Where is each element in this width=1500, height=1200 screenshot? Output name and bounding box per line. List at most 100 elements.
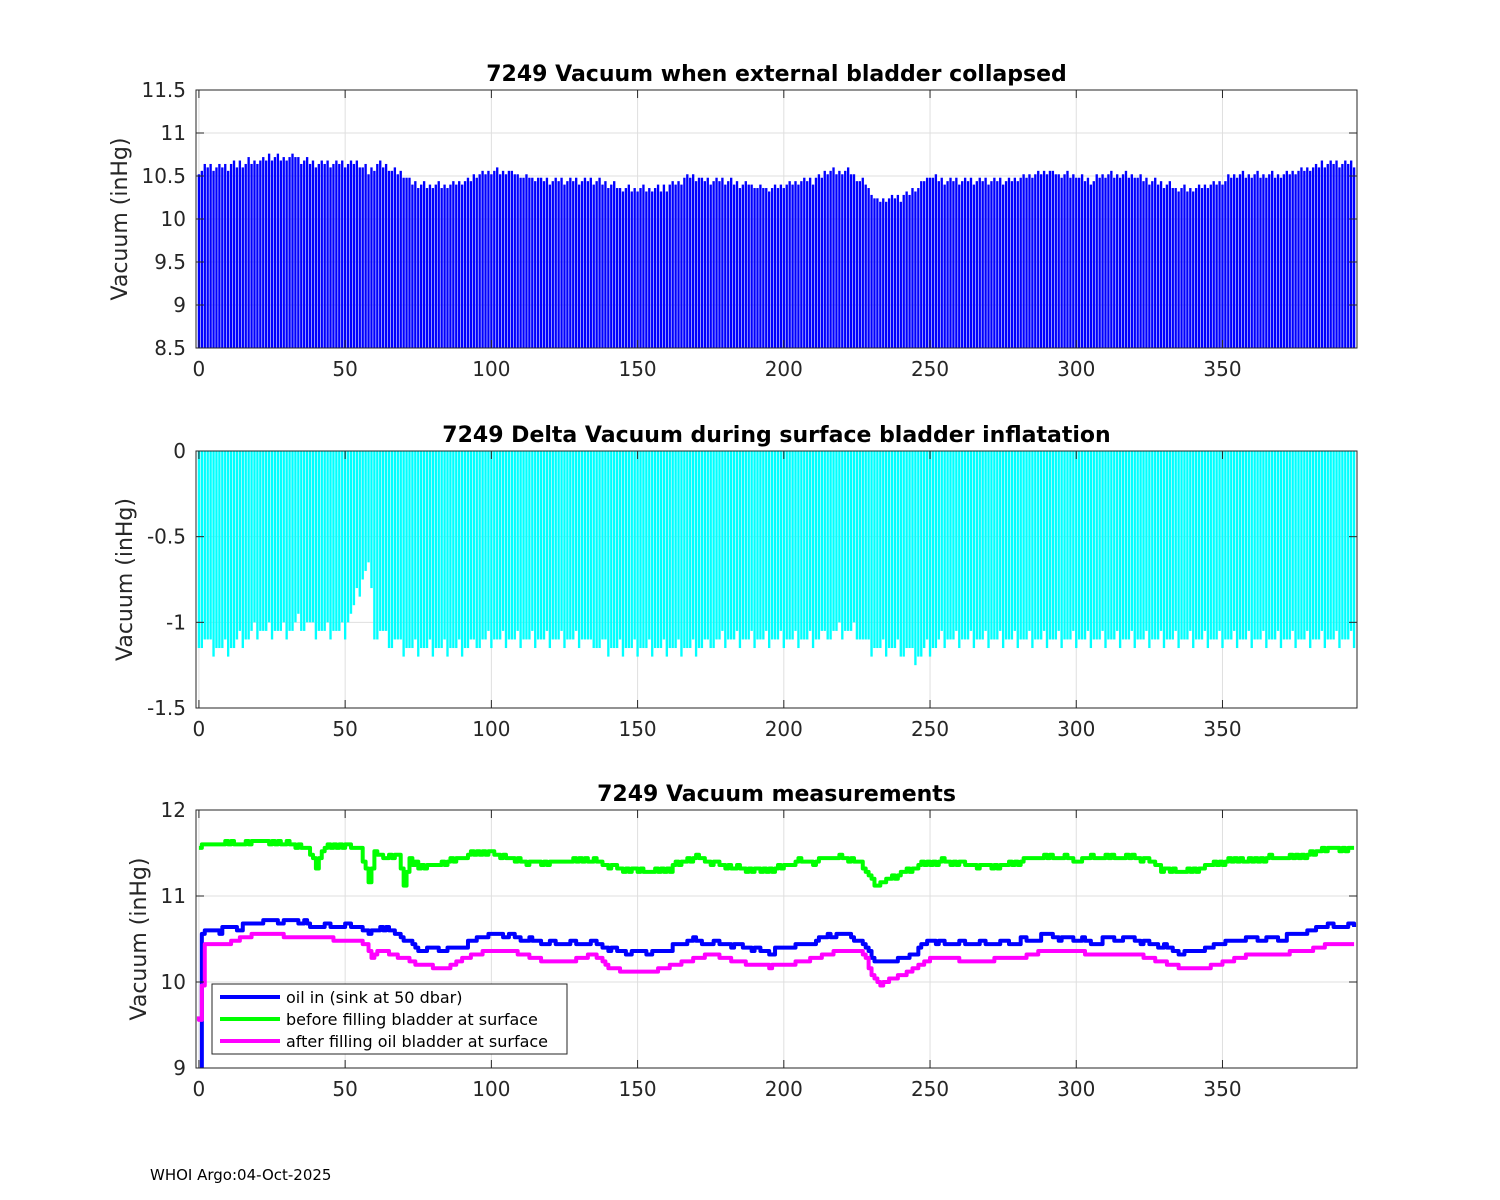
bar-32 xyxy=(291,451,294,631)
y-tick-label: 11.5 xyxy=(141,78,186,102)
bar-156 xyxy=(653,451,657,649)
bar-83 xyxy=(440,188,443,348)
bar-40 xyxy=(314,167,318,348)
bar-338 xyxy=(1186,191,1189,348)
bar-337 xyxy=(1183,184,1186,348)
bar-371 xyxy=(1282,451,1286,640)
bar-78 xyxy=(425,188,429,348)
bar-346 xyxy=(1209,184,1212,348)
bar-374 xyxy=(1291,170,1294,348)
bar-165 xyxy=(680,184,683,348)
bar-6 xyxy=(215,167,218,348)
x-tick-label: 150 xyxy=(618,717,656,741)
bar-50 xyxy=(343,167,347,348)
bar-386 xyxy=(1326,451,1329,640)
bar-377 xyxy=(1300,451,1303,640)
bar-6 xyxy=(215,451,218,649)
bar-17 xyxy=(247,157,250,348)
bar-308 xyxy=(1098,451,1101,640)
bar-117 xyxy=(539,177,543,348)
bar-61 xyxy=(376,451,379,640)
bar-166 xyxy=(683,451,686,649)
bar-194 xyxy=(765,451,768,631)
bar-335 xyxy=(1177,451,1180,649)
bar-139 xyxy=(604,451,607,640)
bar-191 xyxy=(756,188,759,348)
bar-117 xyxy=(539,451,543,640)
legend-label-2: before filling bladder at surface xyxy=(286,1010,538,1029)
bar-33 xyxy=(294,157,297,348)
bar-328 xyxy=(1156,451,1160,640)
bar-246 xyxy=(917,188,920,348)
bar-153 xyxy=(645,191,648,348)
bar-140 xyxy=(607,188,610,348)
bar-30 xyxy=(285,160,288,348)
bar-225 xyxy=(855,181,859,348)
bar-191 xyxy=(756,451,759,640)
y-tick-label: -0.5 xyxy=(147,525,186,549)
bar-368 xyxy=(1273,177,1277,348)
bar-39 xyxy=(311,451,315,623)
bar-220 xyxy=(841,451,844,640)
bar-228 xyxy=(864,184,867,348)
bar-353 xyxy=(1230,451,1233,640)
bar-314 xyxy=(1116,451,1119,631)
bar-189 xyxy=(750,184,753,348)
bar-330 xyxy=(1162,451,1166,649)
bar-213 xyxy=(820,451,823,631)
x-tick-label: 200 xyxy=(765,357,803,381)
bar-145 xyxy=(621,191,625,348)
bar-25 xyxy=(270,451,274,640)
bar-224 xyxy=(852,174,856,348)
bar-188 xyxy=(747,451,750,640)
bar-376 xyxy=(1297,451,1300,640)
bar-125 xyxy=(563,451,566,649)
bar-380 xyxy=(1309,170,1312,348)
bar-350 xyxy=(1221,184,1224,348)
bar-261 xyxy=(961,181,964,348)
bar-345 xyxy=(1206,451,1210,649)
bar-257 xyxy=(949,451,952,640)
x-tick-label: 300 xyxy=(1057,357,1095,381)
bar-104 xyxy=(501,170,505,348)
bar-275 xyxy=(1001,451,1005,649)
bar-16 xyxy=(244,163,247,348)
x-tick-label: 200 xyxy=(765,1077,803,1101)
bar-51 xyxy=(346,163,350,348)
bar-24 xyxy=(267,451,271,623)
y-tick-label: 9 xyxy=(173,1056,186,1080)
axes-box xyxy=(195,450,1358,709)
bar-34 xyxy=(297,157,300,348)
bar-92 xyxy=(466,451,470,649)
bar-168 xyxy=(689,177,692,348)
bar-187 xyxy=(744,451,747,640)
bar-91 xyxy=(463,181,467,348)
bar-10 xyxy=(226,170,230,348)
x-tick-label: 50 xyxy=(332,357,357,381)
bar-318 xyxy=(1127,451,1131,640)
bar-93 xyxy=(469,451,473,640)
bar-221 xyxy=(844,170,847,348)
bar-232 xyxy=(876,198,879,348)
bar-178 xyxy=(718,451,721,640)
bar-315 xyxy=(1118,177,1122,348)
bar-147 xyxy=(627,451,630,649)
bar-101 xyxy=(493,170,496,348)
bar-148 xyxy=(630,191,633,348)
bar-246 xyxy=(917,451,920,657)
bar-224 xyxy=(852,451,856,623)
bar-248 xyxy=(923,451,926,649)
x-tick-label: 300 xyxy=(1057,1077,1095,1101)
bar-59 xyxy=(370,167,373,348)
bar-97 xyxy=(481,451,484,640)
bar-0 xyxy=(197,451,201,649)
bar-195 xyxy=(768,191,771,348)
bar-288 xyxy=(1039,174,1043,348)
bar-358 xyxy=(1244,451,1248,640)
bar-365 xyxy=(1265,177,1268,348)
bar-389 xyxy=(1335,451,1338,631)
bar-162 xyxy=(671,181,674,348)
bar-277 xyxy=(1007,177,1011,348)
bar-331 xyxy=(1165,451,1169,640)
bar-366 xyxy=(1268,451,1271,640)
